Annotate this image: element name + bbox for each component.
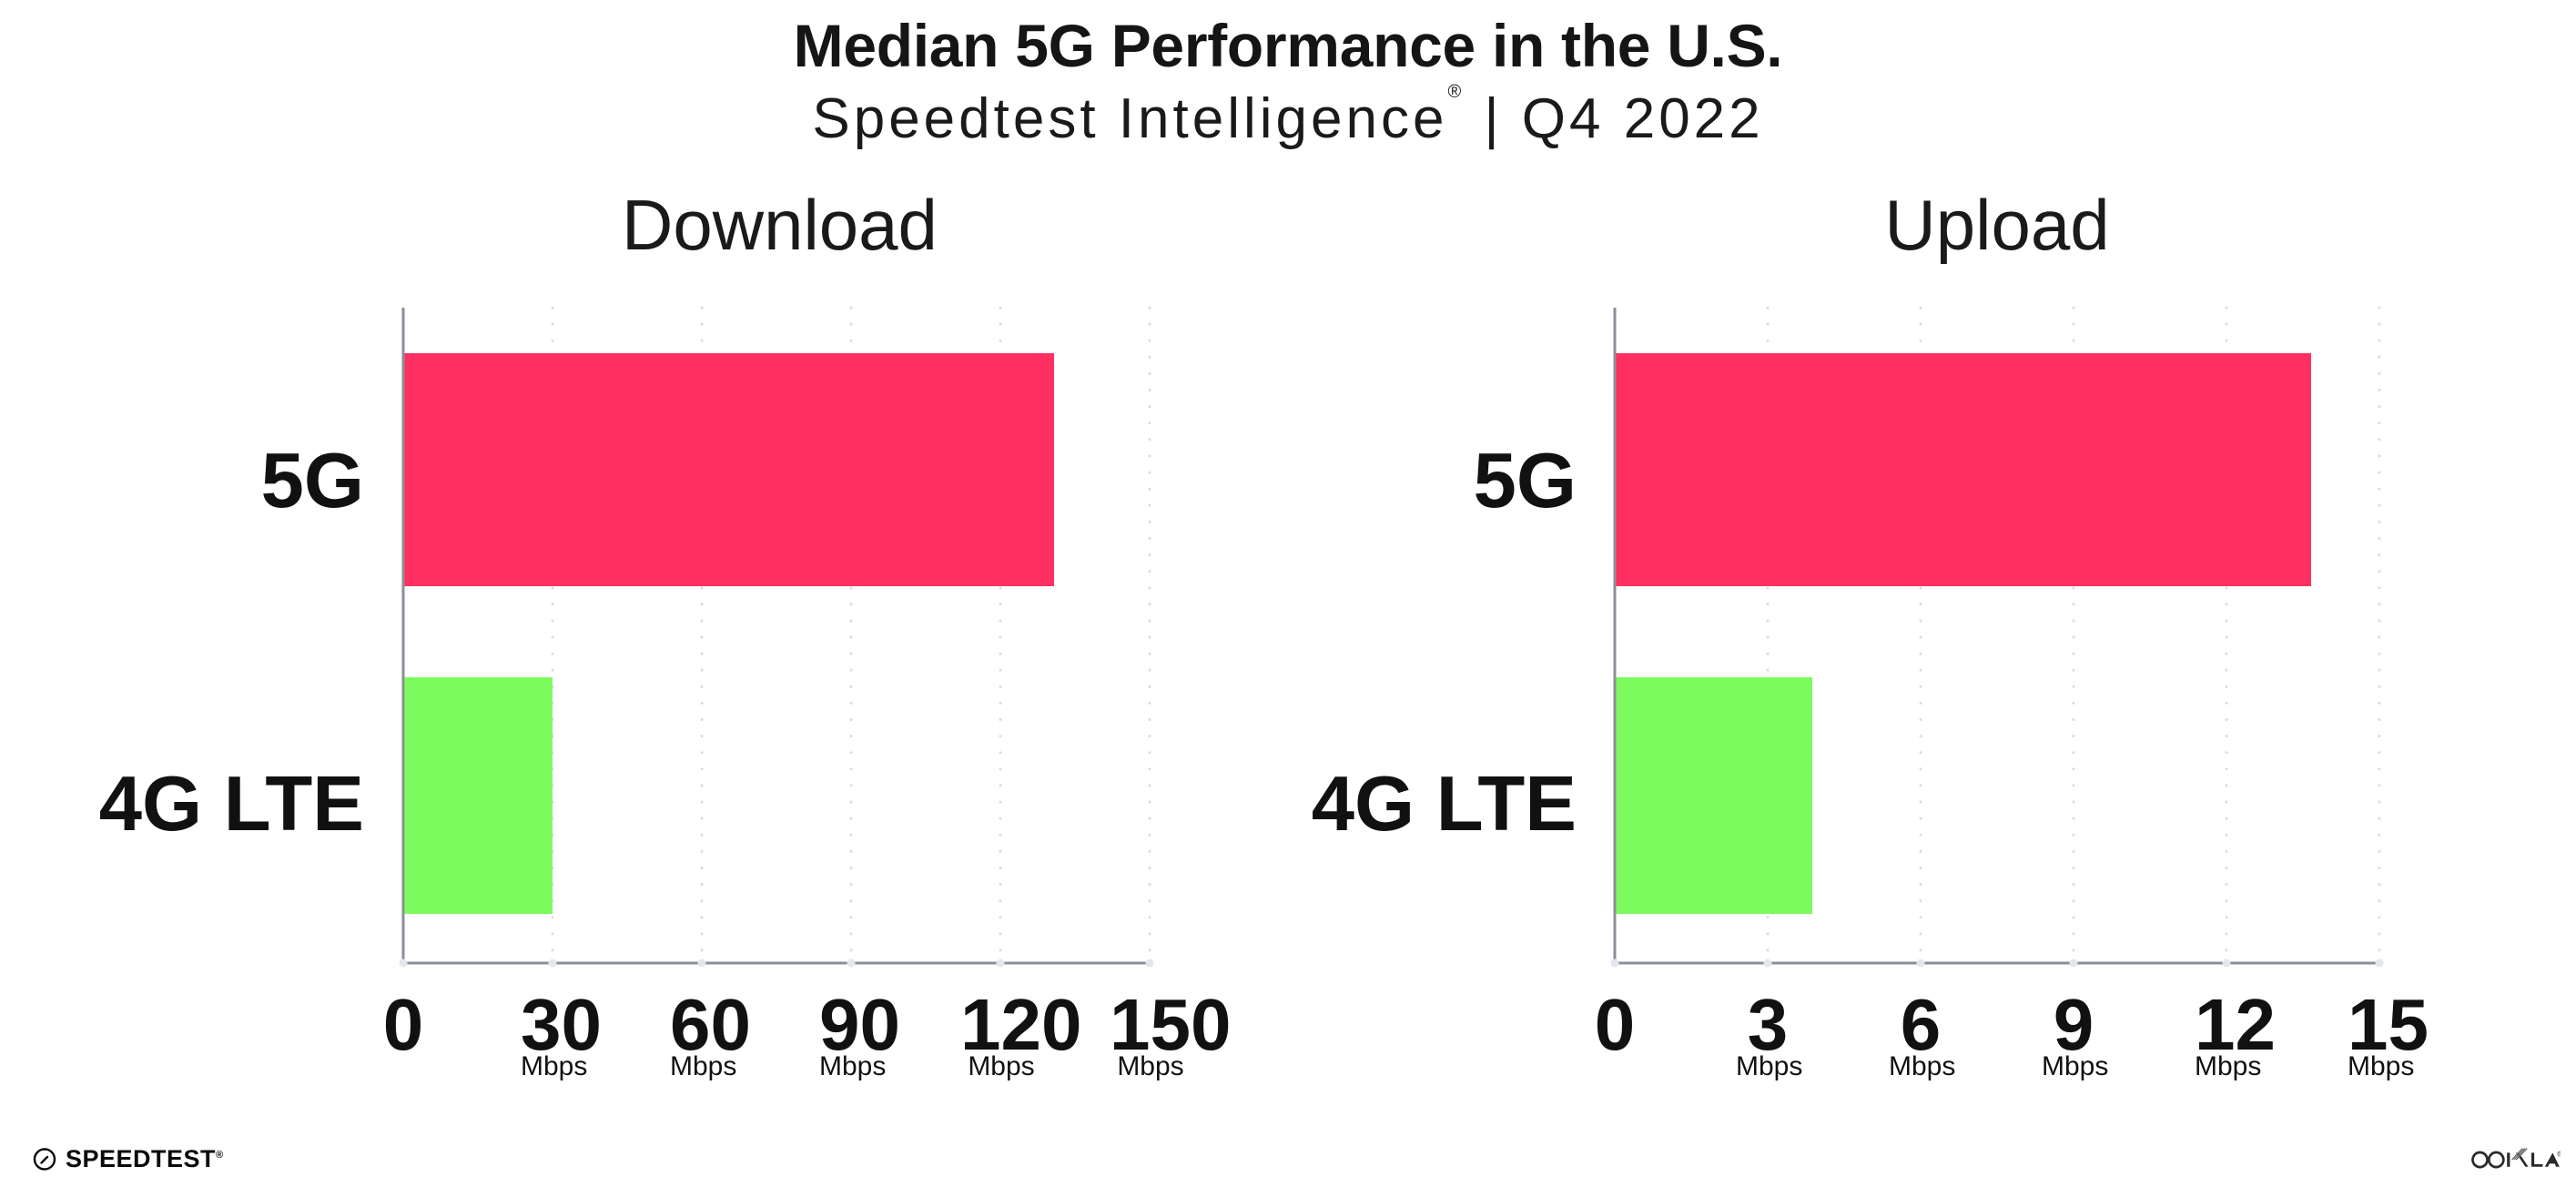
svg-text:R: R	[2559, 1152, 2561, 1156]
